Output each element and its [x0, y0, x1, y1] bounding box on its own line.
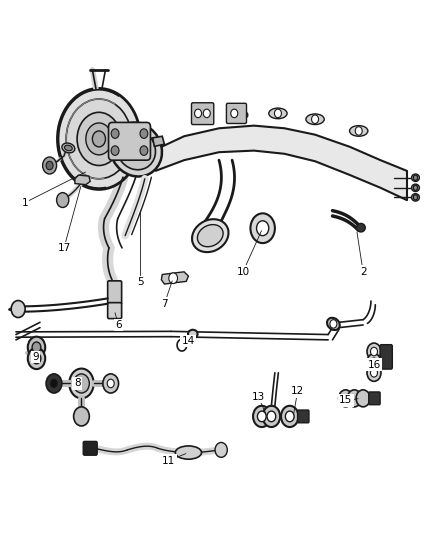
FancyBboxPatch shape: [109, 123, 150, 160]
Circle shape: [103, 374, 119, 393]
FancyBboxPatch shape: [191, 103, 214, 125]
Circle shape: [46, 161, 53, 169]
Circle shape: [66, 99, 132, 179]
Circle shape: [28, 348, 45, 369]
Circle shape: [356, 390, 370, 407]
FancyBboxPatch shape: [108, 303, 122, 319]
Circle shape: [367, 365, 381, 381]
Circle shape: [57, 88, 141, 189]
Polygon shape: [161, 272, 188, 284]
Circle shape: [371, 368, 378, 377]
Circle shape: [11, 301, 25, 318]
Text: 13: 13: [252, 392, 265, 402]
FancyBboxPatch shape: [380, 345, 392, 369]
FancyBboxPatch shape: [297, 410, 309, 423]
Circle shape: [367, 343, 381, 360]
Ellipse shape: [327, 318, 340, 330]
Polygon shape: [75, 175, 90, 184]
Circle shape: [311, 115, 318, 124]
Ellipse shape: [357, 223, 365, 232]
Ellipse shape: [188, 330, 198, 338]
Circle shape: [413, 175, 418, 180]
Circle shape: [231, 109, 238, 118]
FancyBboxPatch shape: [369, 392, 380, 405]
Ellipse shape: [64, 145, 72, 151]
FancyBboxPatch shape: [108, 281, 122, 304]
FancyBboxPatch shape: [83, 441, 97, 455]
Circle shape: [330, 320, 337, 328]
Circle shape: [28, 337, 45, 358]
Ellipse shape: [62, 143, 75, 153]
Circle shape: [251, 213, 275, 243]
Circle shape: [253, 406, 271, 427]
Circle shape: [355, 127, 362, 135]
Circle shape: [194, 109, 201, 118]
Circle shape: [169, 273, 177, 284]
Ellipse shape: [269, 108, 287, 119]
Circle shape: [339, 390, 353, 407]
Text: 9: 9: [32, 352, 39, 362]
Circle shape: [257, 221, 269, 236]
Circle shape: [281, 406, 298, 427]
Text: 8: 8: [74, 378, 81, 389]
Circle shape: [140, 146, 148, 156]
Circle shape: [111, 129, 119, 139]
Ellipse shape: [412, 174, 420, 181]
Polygon shape: [152, 136, 164, 147]
Ellipse shape: [350, 126, 368, 136]
Text: 5: 5: [137, 278, 144, 287]
Circle shape: [111, 146, 119, 156]
Circle shape: [203, 109, 210, 118]
Circle shape: [367, 354, 381, 370]
Circle shape: [77, 112, 121, 165]
Circle shape: [258, 411, 266, 422]
Circle shape: [57, 192, 69, 207]
Circle shape: [74, 407, 89, 426]
Text: 1: 1: [21, 198, 28, 208]
Text: 2: 2: [360, 267, 367, 277]
Text: 10: 10: [237, 267, 250, 277]
Text: 15: 15: [339, 395, 352, 406]
Circle shape: [215, 442, 227, 457]
Circle shape: [46, 374, 62, 393]
Text: 7: 7: [161, 298, 168, 309]
Text: 14: 14: [182, 336, 195, 346]
Circle shape: [275, 109, 282, 118]
Circle shape: [286, 411, 294, 422]
Circle shape: [371, 348, 378, 356]
Circle shape: [107, 379, 114, 387]
Circle shape: [32, 353, 41, 364]
Ellipse shape: [230, 110, 248, 120]
Circle shape: [267, 411, 276, 422]
Text: 6: 6: [115, 320, 122, 330]
Text: 16: 16: [367, 360, 381, 370]
Ellipse shape: [117, 130, 155, 170]
Text: 12: 12: [291, 386, 304, 397]
Circle shape: [140, 129, 148, 139]
Circle shape: [69, 368, 94, 398]
Circle shape: [32, 342, 41, 353]
Circle shape: [92, 131, 106, 147]
Ellipse shape: [110, 123, 162, 176]
Circle shape: [413, 185, 418, 190]
Circle shape: [42, 157, 57, 174]
Ellipse shape: [175, 446, 201, 459]
Ellipse shape: [412, 184, 420, 191]
Circle shape: [235, 111, 242, 119]
FancyBboxPatch shape: [226, 103, 247, 124]
Ellipse shape: [412, 193, 420, 201]
Text: 17: 17: [57, 243, 71, 253]
Circle shape: [371, 358, 378, 367]
Circle shape: [263, 406, 280, 427]
Circle shape: [50, 379, 57, 387]
Polygon shape: [155, 126, 407, 200]
Ellipse shape: [198, 224, 223, 247]
Circle shape: [413, 195, 418, 200]
Circle shape: [74, 374, 89, 393]
Ellipse shape: [192, 219, 229, 252]
Ellipse shape: [306, 114, 324, 125]
Circle shape: [86, 123, 112, 155]
Circle shape: [347, 390, 361, 407]
Text: 11: 11: [162, 456, 175, 465]
